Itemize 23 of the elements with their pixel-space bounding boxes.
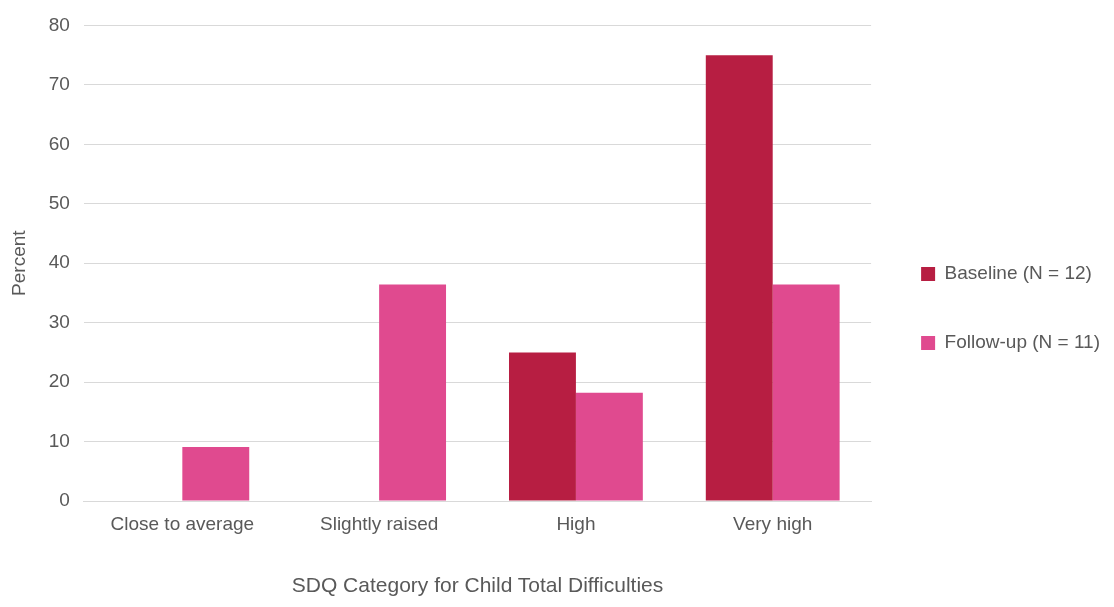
x-axis-title: SDQ Category for Child Total Difficulties [291,573,664,597]
y-tick-label: 30 [48,310,70,332]
x-tick-label: Very high [733,512,813,534]
legend-label: Baseline (N = 12) [944,262,1092,284]
bar [379,284,447,501]
y-tick-label: 20 [48,370,70,392]
y-tick-label: 50 [48,191,70,213]
y-tick-label: 0 [59,489,70,511]
y-tick-label: 80 [48,13,70,35]
bar [705,55,773,501]
y-tick-label: 60 [48,132,70,154]
y-tick-label: 10 [48,429,70,451]
bar [772,284,840,501]
bar [182,446,250,501]
bar [575,392,643,501]
y-axis-title: Percent [7,229,29,296]
x-tick-label: Slightly raised [319,512,439,534]
bar [509,352,576,501]
y-tick-label: 70 [48,73,70,95]
y-tick-label: 40 [48,251,70,273]
legend-label: Follow-up (N = 11) [944,331,1101,353]
x-tick-label: High [556,512,596,534]
x-tick-label: Close to average [110,512,255,534]
